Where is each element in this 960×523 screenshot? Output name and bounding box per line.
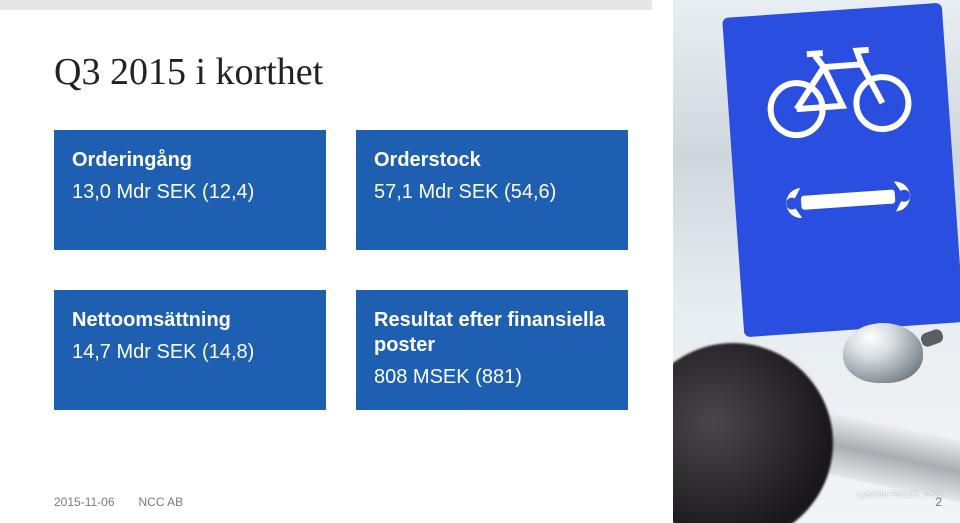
card-value: 57,1 Mdr SEK (54,6) [374,181,610,204]
handlebar-grip [673,343,833,523]
page-title: Q3 2015 i korthet [54,50,323,94]
card-value: 13,0 Mdr SEK (12,4) [72,181,308,204]
card-value: 808 MSEK (881) [374,366,610,389]
footer: 2015-11-06 NCC AB [54,495,183,509]
bicycle-icon [760,33,917,143]
metric-row-1: Orderingång 13,0 Mdr SEK (12,4) Ordersto… [54,130,634,250]
card-label: Orderstock [374,148,610,173]
footer-date: 2015-11-06 [54,495,115,509]
card-netto: Nettoomsättning 14,7 Mdr SEK (14,8) [54,290,326,410]
sign-panel [722,3,960,338]
footer-company: NCC AB [139,495,184,509]
hero-image [673,0,960,523]
card-label: Resultat efter finansiella poster [374,308,610,358]
card-resultat: Resultat efter finansiella poster 808 MS… [356,290,628,410]
metric-row-2: Nettoomsättning 14,7 Mdr SEK (14,8) Resu… [54,290,634,410]
card-label: Orderingång [72,148,308,173]
card-orderstock: Orderstock 57,1 Mdr SEK (54,6) [356,130,628,250]
top-bar [0,0,652,10]
card-ordering: Orderingång 13,0 Mdr SEK (12,4) [54,130,326,250]
bike-bell [843,323,933,403]
image-caption: Lysaker Polaris, Oslo [857,489,942,499]
wrench-icon [781,170,914,229]
page-number: 2 [935,495,942,509]
card-value: 14,7 Mdr SEK (14,8) [72,341,308,364]
card-label: Nettoomsättning [72,308,308,333]
metric-grid: Orderingång 13,0 Mdr SEK (12,4) Ordersto… [54,130,634,450]
